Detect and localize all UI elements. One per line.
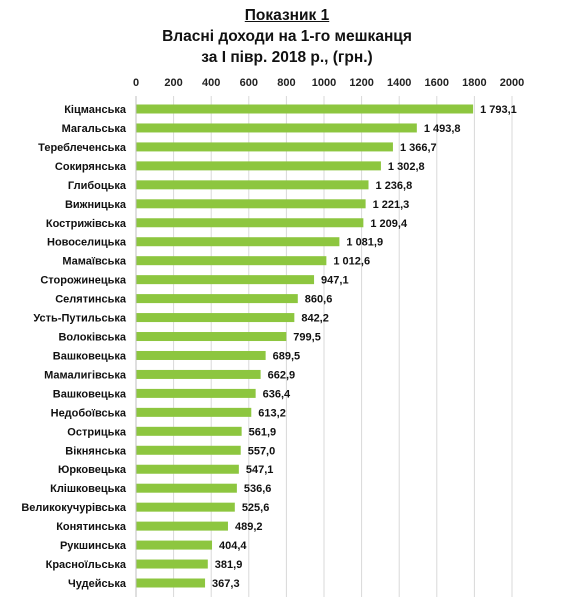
chart-title-line3: за І півр. 2018 р., (грн.) (201, 49, 373, 66)
bar (136, 218, 364, 228)
chart-title-line2: Власні доходи на 1-го мешканця (162, 28, 412, 45)
data-label: 1 012,6 (333, 256, 370, 268)
category-label: Новоселицька (47, 237, 127, 249)
data-label: 799,5 (293, 332, 321, 344)
category-label: Кострижівська (46, 218, 127, 230)
bar (136, 142, 393, 152)
data-label: 636,4 (263, 388, 291, 400)
bar (136, 521, 228, 531)
bar (136, 559, 208, 569)
data-label: 536,6 (244, 483, 272, 495)
data-label: 525,6 (242, 502, 270, 514)
data-label: 860,6 (305, 294, 333, 306)
chart-title: Показник 1 Власні доходи на 1-го мешканц… (0, 6, 574, 68)
category-label: Красноїльська (46, 559, 127, 571)
x-tick-label: 200 (164, 77, 182, 89)
x-tick-label: 1800 (462, 77, 486, 89)
bar (136, 445, 241, 455)
bar (136, 407, 252, 417)
category-label: Вікнянська (65, 445, 127, 457)
data-label: 1 366,7 (400, 142, 437, 154)
category-label: Клішковецька (50, 483, 127, 495)
category-label: Острицька (67, 426, 127, 438)
category-label: Чудейська (68, 578, 127, 590)
data-label: 842,2 (301, 313, 329, 325)
data-label: 1 221,3 (373, 199, 410, 211)
data-label: 689,5 (273, 350, 301, 362)
x-tick-label: 600 (240, 77, 258, 89)
category-label: Селятинська (55, 294, 127, 306)
data-label: 561,9 (249, 426, 277, 438)
x-tick-label: 800 (277, 77, 295, 89)
data-label: 1 081,9 (346, 237, 383, 249)
data-label: 557,0 (248, 445, 276, 457)
x-tick-label: 2000 (500, 77, 524, 89)
bar (136, 161, 381, 171)
category-label: Вижницька (65, 199, 127, 211)
bar (136, 275, 315, 285)
data-label: 381,9 (215, 559, 243, 571)
bar (136, 294, 298, 304)
x-tick-label: 0 (133, 77, 139, 89)
data-label: 662,9 (268, 369, 296, 381)
category-label: Волоківська (58, 332, 126, 344)
category-label: Мамаївська (62, 256, 126, 268)
category-label: Усть-Путильська (33, 313, 127, 325)
bar (136, 104, 474, 114)
category-label: Великокучурівська (21, 502, 127, 514)
category-label: Недобоївська (51, 407, 127, 419)
bar (136, 256, 327, 266)
category-label: Мамалигівська (44, 369, 127, 381)
data-label: 613,2 (258, 407, 286, 419)
x-tick-label: 400 (202, 77, 220, 89)
category-label: Рукшинська (60, 540, 127, 552)
category-label: Юрковецька (58, 464, 127, 476)
category-label: Сторожинецька (40, 275, 127, 287)
category-label: Сокирянська (55, 161, 127, 173)
bar (136, 123, 417, 133)
x-tick-label: 1400 (387, 77, 411, 89)
bar (136, 350, 266, 360)
x-tick-label: 1600 (425, 77, 449, 89)
bar (136, 540, 213, 550)
category-label: Магальська (62, 123, 127, 135)
x-tick-label: 1200 (349, 77, 373, 89)
category-label: Глибоцька (68, 180, 127, 192)
data-label: 404,4 (219, 540, 247, 552)
chart-title-line1: Показник 1 (244, 7, 330, 24)
category-label: Кіцманська (64, 104, 127, 116)
bar (136, 369, 261, 379)
bar (136, 464, 239, 474)
category-label: Вашковецька (53, 350, 127, 362)
bar (136, 199, 366, 209)
data-label: 1 209,4 (370, 218, 408, 230)
x-tick-label: 1000 (312, 77, 336, 89)
bar (136, 502, 235, 512)
bar (136, 483, 237, 493)
category-label: Вашковецька (53, 388, 127, 400)
bar (136, 332, 287, 342)
bar (136, 180, 369, 190)
data-label: 1 793,1 (480, 104, 517, 116)
category-label: Конятинська (56, 521, 127, 533)
bar (136, 237, 340, 247)
category-label: Тереблеченська (38, 142, 127, 154)
data-label: 947,1 (321, 275, 349, 287)
data-label: 367,3 (212, 578, 240, 590)
bar (136, 578, 206, 588)
data-label: 1 236,8 (376, 180, 413, 192)
data-label: 489,2 (235, 521, 263, 533)
bar (136, 388, 256, 398)
data-label: 1 302,8 (388, 161, 425, 173)
bar (136, 426, 242, 436)
data-label: 1 493,8 (424, 123, 461, 135)
data-label: 547,1 (246, 464, 274, 476)
bar (136, 313, 295, 323)
